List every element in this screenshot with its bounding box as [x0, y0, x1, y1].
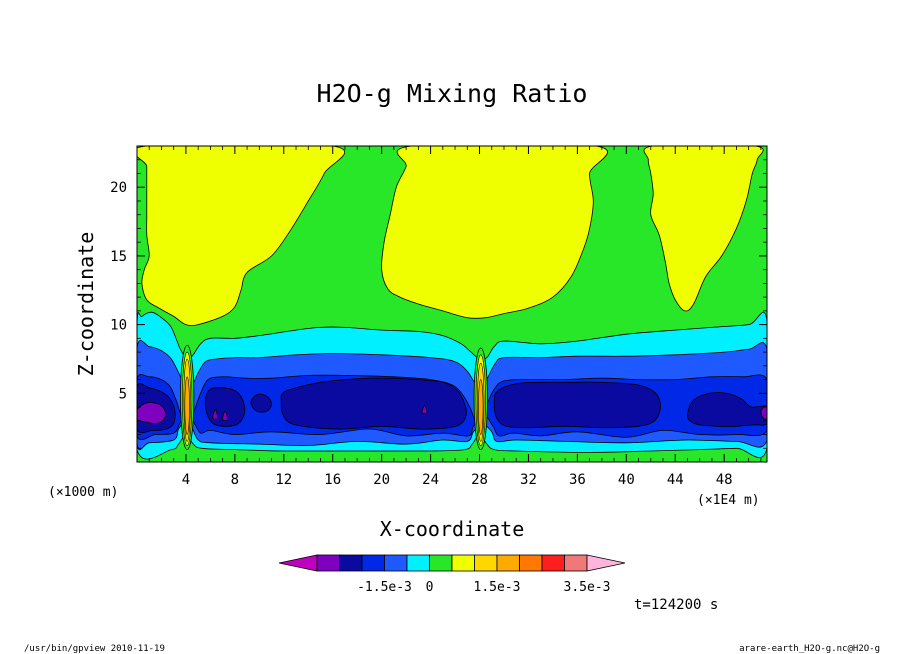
plot-area [137, 146, 767, 462]
colorbar-swatch [474, 554, 498, 572]
colorbar-labels: -1.5e-3 0 1.5e-3 3.5e-3 [357, 580, 610, 595]
plot-frame [136, 145, 768, 463]
colorbar-swatch [384, 554, 408, 572]
y-unit-label: (×1000 m) [48, 485, 118, 500]
colorbar-swatch [451, 554, 475, 572]
time-label: t=124200 s [634, 597, 718, 613]
x-unit-label: (×1E4 m) [697, 493, 760, 508]
colorbar-swatch [316, 554, 340, 572]
colorbar-swatch [361, 554, 385, 572]
contour-region-9 [686, 392, 767, 427]
colorbar-swatch [429, 554, 453, 572]
x-tick-label: 28 [471, 472, 488, 488]
x-axis-label: X-coordinate [380, 517, 525, 541]
colorbar-tick-label: 0 [426, 580, 434, 595]
contour-region-4 [280, 377, 467, 430]
colorbar-swatch [339, 554, 363, 572]
contour-region-5 [493, 381, 662, 429]
contour-region-8 [250, 393, 273, 413]
chart-title: H2O-g Mixing Ratio [317, 79, 588, 108]
colorbar-upper-cap [586, 554, 626, 572]
x-tick-label: 48 [716, 472, 733, 488]
y-axis: 5 10 15 20 [110, 159, 767, 449]
updraft-2-core-3 [478, 379, 484, 435]
contour-region-11 [212, 409, 219, 420]
x-tick-label: 8 [231, 472, 239, 488]
colorbar-tick-label: -1.5e-3 [357, 580, 412, 595]
updraft-1-core-3 [184, 376, 190, 435]
colorbar-tick-label: 1.5e-3 [474, 580, 521, 595]
colorbar-swatch [406, 554, 430, 572]
contour-region-14 [760, 405, 767, 420]
colorbar-swatch [519, 554, 543, 572]
colorbar-lower-cap [278, 554, 318, 572]
contour-region-12 [222, 410, 228, 421]
upper-lobe-2 [381, 146, 608, 319]
colorbar [278, 554, 626, 572]
colorbar-swatch [541, 554, 565, 572]
upper-lobe-1 [137, 146, 345, 327]
colorbar-swatch [496, 554, 520, 572]
x-tick-label: 36 [569, 472, 586, 488]
x-tick-label: 32 [520, 472, 537, 488]
x-tick-label: 16 [324, 472, 341, 488]
upper-lobe-3 [643, 146, 764, 312]
x-tick-label: 20 [373, 472, 390, 488]
y-tick-label: 10 [110, 318, 127, 334]
colorbar-swatch [564, 554, 588, 572]
y-tick-label: 15 [110, 249, 127, 265]
contour-region-13 [421, 405, 428, 414]
x-tick-label: 12 [275, 472, 292, 488]
footer-right: arare-earth_H2O-g.nc@H2O-g [739, 644, 880, 654]
y-tick-label: 20 [110, 180, 127, 196]
y-tick-label: 5 [119, 386, 127, 402]
footer-left: /usr/bin/gpview 2010-11-19 [24, 644, 165, 654]
x-tick-label: 44 [667, 472, 684, 488]
y-axis-label: Z-coordinate [74, 232, 98, 377]
x-tick-label: 4 [182, 472, 190, 488]
x-axis: 4 8 12 16 20 24 28 32 36 40 44 48 [148, 146, 762, 488]
x-tick-label: 24 [422, 472, 439, 488]
x-tick-label: 40 [618, 472, 635, 488]
colorbar-tick-label: 3.5e-3 [564, 580, 611, 595]
